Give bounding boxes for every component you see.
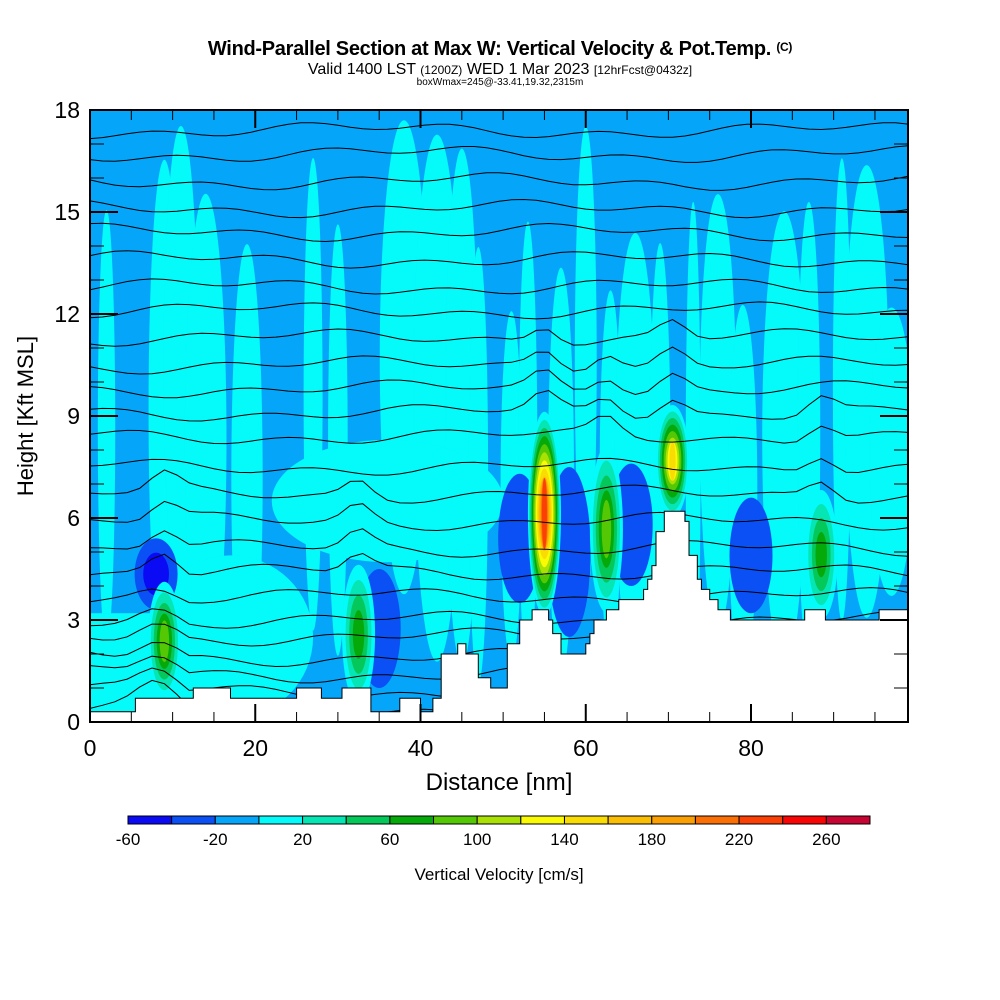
y-tick-label: 3 — [67, 607, 80, 633]
title-text: Wind-Parallel Section at Max W: Vertical… — [207, 38, 772, 60]
updraft-region — [352, 610, 365, 659]
updraft-region — [159, 620, 170, 663]
x-tick-label: 40 — [408, 735, 434, 761]
plot-area — [90, 110, 908, 722]
y-tick-label: 9 — [67, 403, 80, 429]
y-tick-labels: 0 3 6 9 12 15 18 — [54, 97, 80, 735]
x-tick-label: 0 — [84, 735, 97, 761]
chart-title: Wind-Parallel Section at Max W: Vertical… — [0, 38, 1000, 61]
x-tick-labels: 0 20 40 60 80 — [84, 735, 764, 761]
weak-updraft-region — [303, 157, 323, 631]
y-tick-label: 0 — [67, 709, 80, 735]
theta-contour — [90, 278, 908, 295]
valid-time: Valid 1400 LST — [307, 61, 416, 78]
colorbar-swatch — [214, 815, 260, 825]
colorbar-swatch — [738, 815, 784, 825]
y-tick-label: 6 — [67, 505, 80, 531]
theta-contour — [90, 528, 908, 558]
colorbar-swatch — [651, 815, 696, 825]
theta-contour — [90, 587, 908, 605]
colorbar-tick-label: 180 — [638, 830, 666, 849]
theta-contour — [90, 222, 908, 243]
valid-utc: (1200Z) — [420, 63, 463, 77]
colorbar-tick-label: -20 — [203, 830, 228, 849]
colorbar-swatch — [345, 815, 391, 825]
theta-contour — [90, 172, 908, 191]
terrain — [90, 510, 908, 722]
colorbar — [127, 815, 871, 825]
weak-updraft-region — [869, 307, 908, 596]
y-tick-label: 15 — [54, 199, 80, 225]
colorbar-swatch — [127, 815, 173, 825]
colorbar-tick-label: 140 — [550, 830, 578, 849]
y-tick-label: 18 — [54, 97, 80, 123]
colorbar-swatch — [825, 815, 871, 825]
weak-updraft-region — [832, 158, 851, 621]
weak-updraft-region — [147, 555, 314, 719]
theta-contour — [90, 250, 908, 269]
colorbar-tick-label: 60 — [380, 830, 399, 849]
theta-contour — [90, 122, 908, 140]
colorbar-swatch — [476, 815, 522, 825]
colorbar-tick-label: 20 — [293, 830, 312, 849]
downdraft-region — [729, 497, 773, 614]
copyright-mark: (C) — [776, 40, 793, 54]
colorbar-tick-labels: -60 -20 20 60 100 140 180 220 260 — [116, 830, 841, 849]
theta-contour — [90, 145, 908, 163]
colorbar-label: Vertical Velocity [cm/s] — [414, 865, 583, 884]
theta-contour — [90, 346, 908, 375]
colorbar-swatch — [520, 815, 565, 825]
colorbar-swatch — [607, 815, 653, 825]
theta-contour — [90, 552, 908, 581]
weak-updraft-region — [762, 211, 806, 663]
weak-updraft-region — [574, 126, 597, 597]
theta-contour — [90, 389, 908, 422]
theta-contour — [90, 415, 908, 445]
x-tick-label: 20 — [242, 735, 268, 761]
valid-date: WED 1 Mar 2023 — [466, 61, 590, 78]
y-tick-label: 12 — [54, 301, 80, 327]
x-tick-label: 80 — [738, 735, 764, 761]
theta-contour — [90, 198, 908, 219]
theta-contour — [90, 457, 908, 476]
colorbar-swatch — [302, 815, 347, 825]
theta-contour — [90, 301, 908, 320]
colorbar-tick-label: 260 — [812, 830, 840, 849]
updraft-region — [669, 441, 676, 481]
colorbar-tick-label: 220 — [725, 830, 753, 849]
colorbar-tick-label: 100 — [463, 830, 491, 849]
colorbar-swatch — [258, 815, 304, 825]
weak-updraft-region — [271, 439, 504, 563]
colorbar-swatch — [433, 815, 478, 825]
forecast-info: [12hrFcst@0432z] — [593, 63, 693, 77]
updraft-region — [541, 478, 547, 550]
theta-contour — [90, 369, 908, 399]
updraft-region — [601, 499, 612, 559]
colorbar-swatch — [389, 815, 435, 825]
colorbar-swatch — [171, 815, 216, 825]
weak-updraft-region — [97, 210, 116, 646]
x-tick-label: 60 — [573, 735, 599, 761]
chart-subtitle: Valid 1400 LST (1200Z) WED 1 Mar 2023 [1… — [0, 61, 1000, 79]
colorbar-tick-label: -60 — [116, 830, 141, 849]
colorbar-swatch — [694, 815, 740, 825]
weak-updraft-region — [699, 194, 737, 630]
colorbar-swatch — [782, 815, 827, 825]
theta-contour — [90, 319, 908, 347]
theta-contour — [90, 469, 908, 504]
boxwmax-info: boxWmax=245@-33.41,19.32,2315m — [416, 77, 584, 88]
updraft-region — [815, 531, 827, 578]
theta-contour — [90, 608, 908, 630]
y-axis-label: Height [Kft MSL] — [13, 336, 38, 496]
theta-contour — [90, 500, 908, 532]
plot-frame — [89, 109, 909, 723]
colorbar-swatch — [563, 815, 609, 825]
x-axis-label: Distance [nm] — [426, 769, 573, 796]
